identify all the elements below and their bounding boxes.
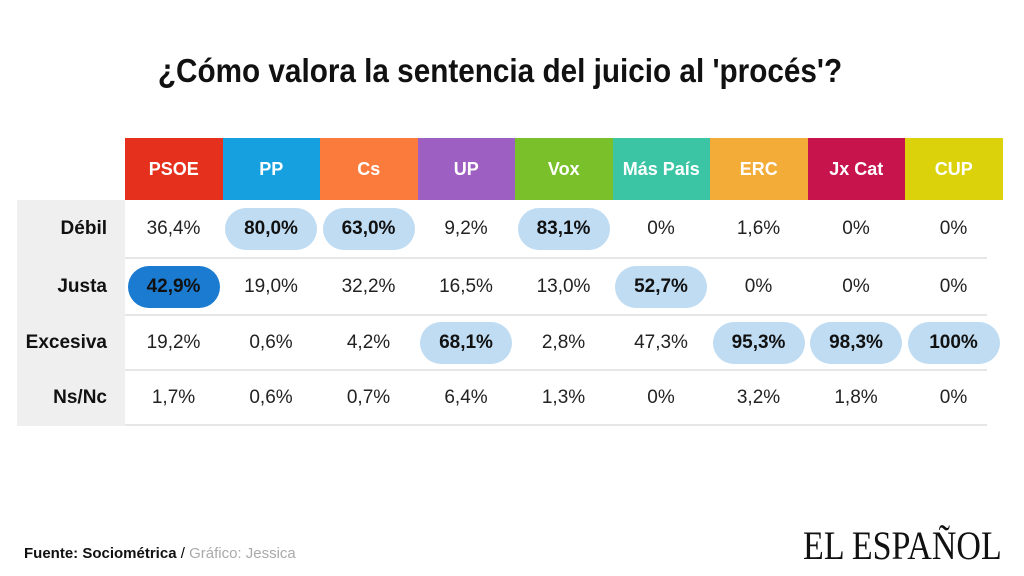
column-header-erc: ERC (710, 138, 808, 200)
table-cell: 0,6% (249, 331, 293, 353)
table-cell: 1,6% (736, 218, 781, 239)
table-cell: 19,2% (146, 331, 201, 353)
table-cell: 0% (842, 275, 870, 297)
table-cell: 47,3% (634, 331, 688, 353)
row-divider (125, 257, 987, 259)
table-cell: 2,8% (541, 331, 586, 353)
column-header-cs: Cs (320, 138, 418, 200)
column-header-más-país: Más País (612, 138, 710, 200)
table-cell: 6,4% (444, 386, 488, 408)
table-cell: 80,0% (225, 208, 317, 250)
table-cell: 19,0% (244, 275, 298, 297)
table-cell: 13,0% (536, 275, 591, 297)
table-cell: 1,7% (151, 386, 196, 408)
source-text: Fuente: Sociométrica (24, 545, 177, 562)
table-cell: 1,8% (834, 386, 878, 408)
table-cell: 4,2% (346, 331, 391, 353)
credit-text: Gráfico: Jessica (189, 545, 296, 562)
column-header-vox: Vox (515, 138, 613, 200)
table-cell: 3,2% (736, 386, 781, 408)
row-label: Excesiva (25, 331, 107, 353)
table-cell: 32,2% (341, 275, 396, 297)
table-cell: 36,4% (146, 218, 201, 239)
table-cell: 0% (647, 386, 675, 408)
column-header-jx-cat: Jx Cat (807, 138, 905, 200)
column-header-pp: PP (222, 138, 320, 200)
footer-source: Fuente: Sociométrica / Gráfico: Jessica (24, 545, 296, 562)
row-label: Ns/Nc (53, 386, 107, 408)
column-header-cup: CUP (905, 138, 1003, 200)
row-divider (125, 424, 987, 426)
el-espanol-logo: EL ESPAÑOL (803, 523, 1002, 568)
table-cell: 42,9% (127, 265, 220, 308)
table-cell: 83,1% (517, 208, 610, 250)
table-cell: 9,2% (444, 218, 488, 239)
chart-title: ¿Cómo valora la sentencia del juicio al … (157, 52, 843, 89)
row-divider (125, 314, 987, 316)
table-cell: 16,5% (439, 275, 493, 297)
table-cell: 98,3% (810, 321, 902, 364)
table-cell: 0% (744, 275, 773, 297)
table-cell: 68,1% (420, 321, 512, 364)
row-label: Débil (60, 218, 107, 239)
table-cell: 95,3% (712, 321, 805, 364)
column-header-up: UP (417, 138, 515, 200)
table-cell: 0% (939, 275, 968, 297)
table-cell: 0% (842, 218, 870, 239)
table-cell: 1,3% (541, 386, 586, 408)
row-label: Justa (57, 275, 107, 297)
table-cell: 0,6% (249, 386, 293, 408)
table-cell: 100% (907, 321, 1000, 364)
row-label-background (17, 200, 125, 426)
row-divider (125, 369, 987, 371)
table-cell: 0,7% (346, 386, 391, 408)
table-cell: 0% (647, 218, 675, 239)
separator: / (176, 545, 190, 562)
column-header-psoe: PSOE (125, 138, 223, 200)
table-cell: 52,7% (615, 265, 707, 308)
table-cell: 0% (939, 386, 968, 408)
table-cell: 63,0% (322, 208, 415, 250)
table-cell: 0% (939, 218, 968, 239)
